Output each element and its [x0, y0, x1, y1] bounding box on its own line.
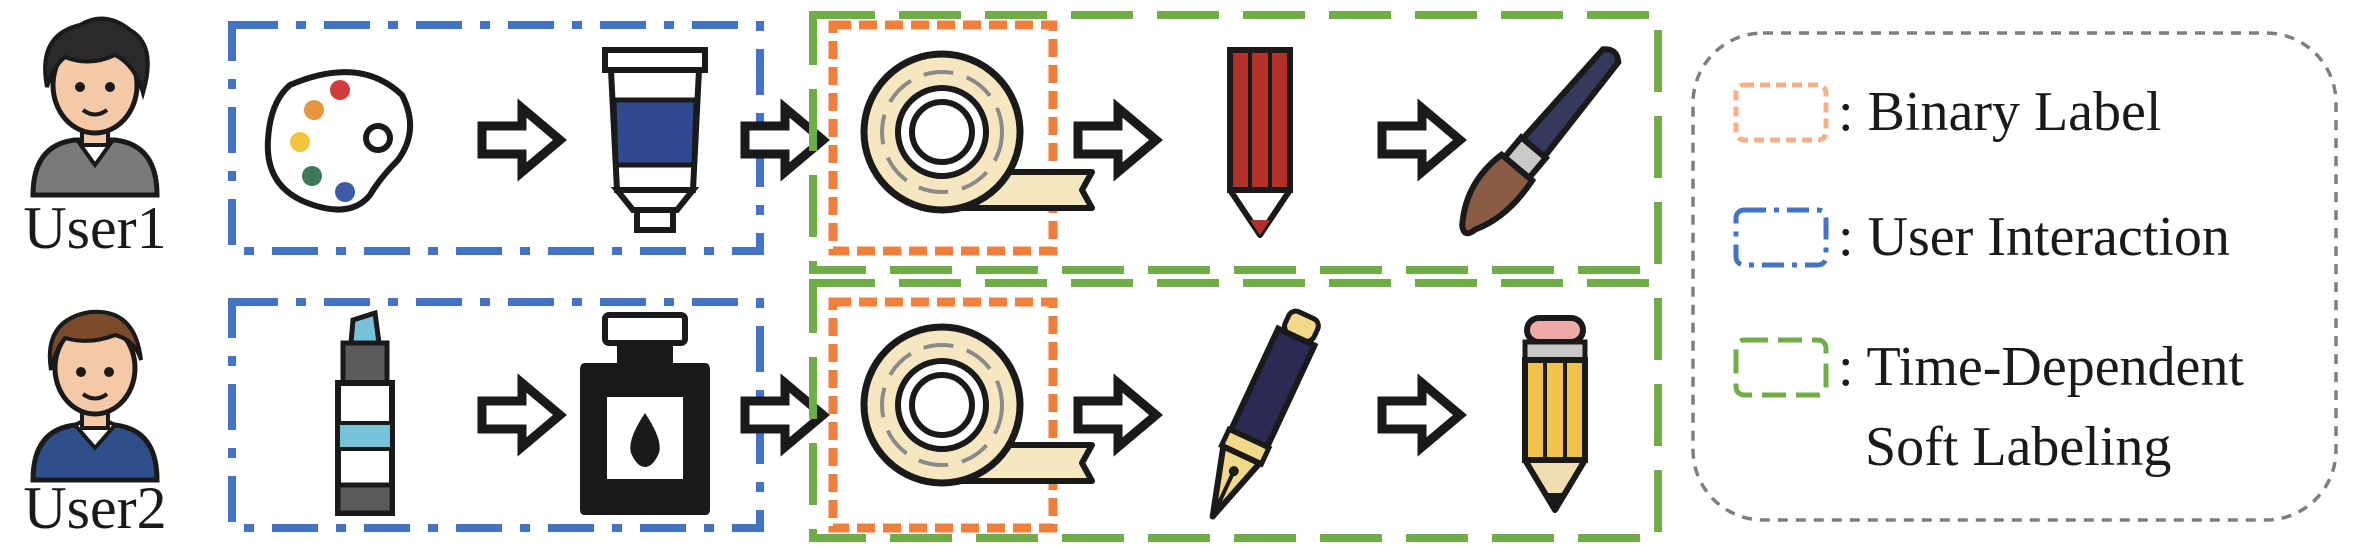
user2-binary-label-box: [828, 297, 1058, 533]
user2-avatar: [30, 309, 160, 483]
red-pencil-icon: [1227, 47, 1293, 238]
legend-swatch-time-dependent: [1733, 337, 1829, 398]
tape-roll-icon: [864, 54, 1092, 210]
user1-time-dependent-box: [809, 11, 1662, 274]
arrow-2d: [1382, 383, 1460, 447]
legend-swatch-user-interaction: [1733, 207, 1829, 268]
legend-label-time-dependent-2: Soft Labeling: [1865, 416, 2171, 478]
user1-interaction-box: [228, 21, 764, 255]
arrow-1d: [1382, 108, 1460, 172]
yellow-pencil-icon: [1522, 315, 1588, 513]
legend-frame: [1691, 31, 2338, 522]
paint-brush-icon: [1459, 46, 1622, 237]
legend-label-binary-label: : Binary Label: [1838, 81, 2161, 143]
user1-avatar: [30, 16, 160, 198]
legend-label-user-interaction: : User Interaction: [1838, 206, 2230, 268]
user1-label: User1: [23, 195, 166, 261]
ink-bottle-icon: [580, 312, 710, 515]
arrow-2a: [482, 383, 560, 447]
user2-time-dependent-box: [809, 279, 1662, 542]
tape-roll-icon: [864, 327, 1092, 483]
user1-binary-label-box: [828, 20, 1058, 256]
palette-icon: [264, 69, 414, 213]
arrow-1a: [482, 108, 560, 172]
highlighter-icon: [335, 309, 395, 516]
fountain-pen-icon: [1209, 308, 1321, 520]
user2-interaction-box: [228, 298, 764, 532]
arrow-1c: [1078, 108, 1156, 172]
paint-tube-icon: [602, 47, 708, 233]
arrow-2c: [1078, 383, 1156, 447]
user2-label: User2: [23, 475, 166, 541]
legend-swatch-binary-label: [1733, 82, 1829, 143]
legend-label-time-dependent-1: : Time-Dependent: [1838, 336, 2244, 398]
